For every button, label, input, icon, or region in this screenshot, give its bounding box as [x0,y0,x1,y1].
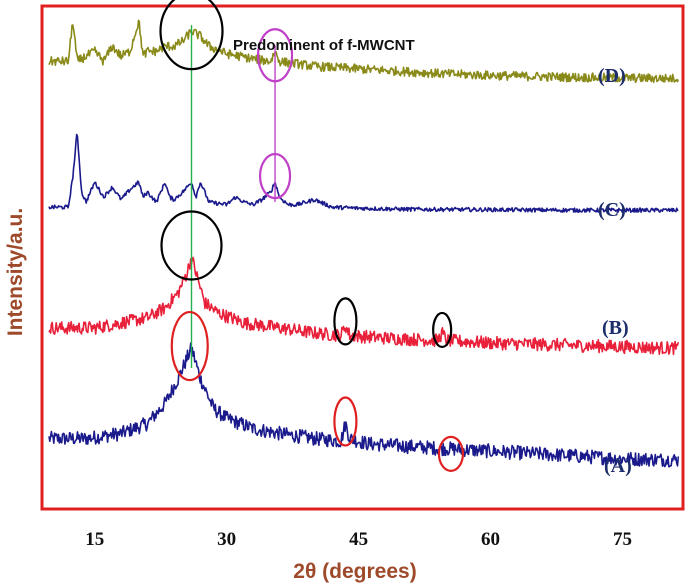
peak-highlight-ellipse [437,435,465,472]
peak-highlight-ellipse [159,0,224,71]
x-axis-label: 2θ (degrees) [293,560,416,583]
peak-highlight-ellipse [432,311,453,349]
peak-highlight-ellipse [170,310,209,382]
x-tick-label: 30 [217,529,236,550]
series-line-b [48,256,680,356]
peak-highlight-ellipse [333,297,358,346]
annotation-layer [159,0,465,472]
series-label-a: (A) [604,455,632,477]
plot-frame [40,4,685,511]
series-label-d: (D) [598,65,626,87]
x-tick-label: 75 [613,529,632,550]
plot-border [40,4,685,511]
x-axis-ticks: 15 30 45 60 75 [85,529,632,550]
series-label-b: (B) [602,317,629,339]
peak-highlight-ellipse [333,396,358,447]
series-line-a [48,342,680,468]
x-tick-label: 60 [481,529,500,550]
x-tick-label: 45 [349,529,368,550]
peak-highlight-ellipse [256,28,294,83]
peak-highlight-ellipse [160,210,223,281]
predominant-annotation: Predominent of f-MWCNT [233,37,415,54]
series-line-c [48,133,679,213]
peak-highlight-ellipse [258,152,292,200]
y-axis-label: Intensity/a.u. [4,208,27,336]
series-label-c: (C) [598,199,626,221]
series-layer [48,19,680,468]
series-line-d [48,19,680,84]
x-tick-label: 15 [85,529,104,550]
